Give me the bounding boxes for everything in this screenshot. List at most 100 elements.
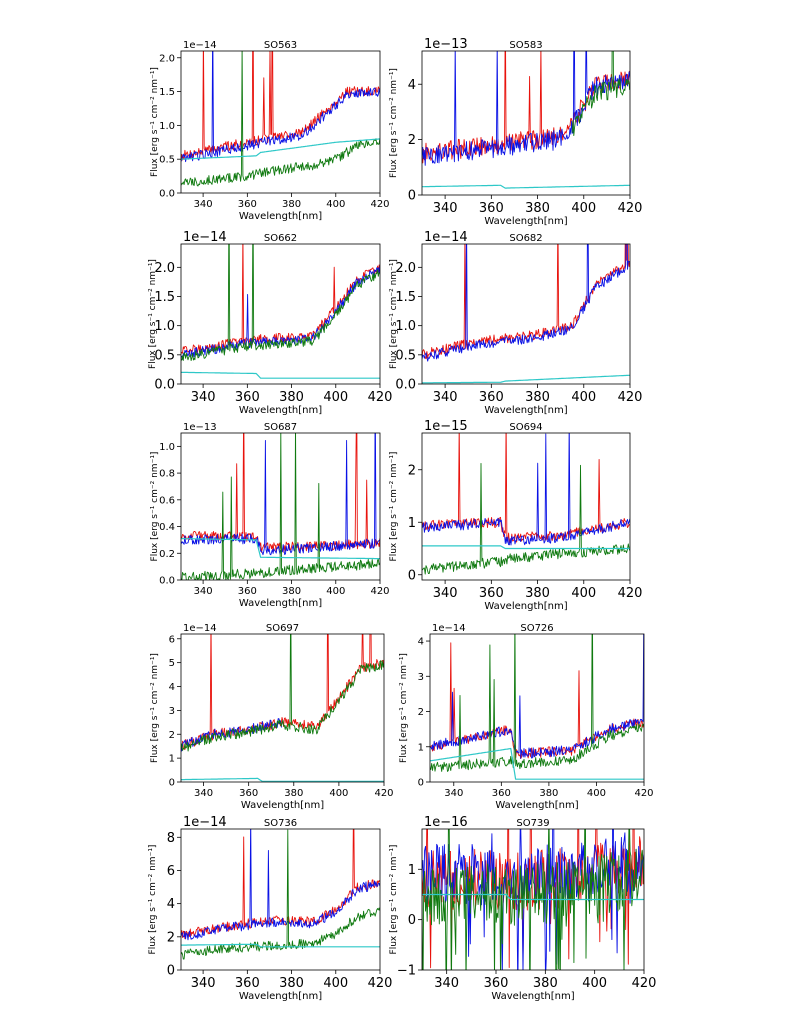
x-axis-label: Wavelength[nm] bbox=[484, 216, 567, 227]
plot-area bbox=[181, 244, 380, 379]
x-tick-label: 400 bbox=[326, 199, 345, 210]
axes-frame bbox=[180, 243, 381, 385]
x-tick-label: 340 bbox=[433, 201, 458, 216]
series-green bbox=[571, 51, 630, 137]
y-tick-label: 2 bbox=[408, 133, 416, 148]
axis-exponent: 1e−13 bbox=[424, 37, 468, 52]
x-axis-label: Wavelength[nm] bbox=[241, 800, 324, 811]
plot-area bbox=[422, 244, 630, 384]
y-tick-label: 2.0 bbox=[395, 261, 416, 276]
y-tick-label: 0 bbox=[418, 778, 424, 789]
axis-exponent: 1e−14 bbox=[183, 815, 227, 830]
y-tick-label: 3 bbox=[418, 672, 424, 683]
plot-area bbox=[422, 51, 630, 189]
panel-title: SO694 bbox=[509, 422, 542, 433]
series-blue bbox=[181, 265, 380, 360]
x-axis-label: Wavelength[nm] bbox=[484, 405, 567, 416]
series-cyan bbox=[181, 138, 380, 160]
y-tick-label: 1 bbox=[408, 516, 416, 531]
x-tick-label: 340 bbox=[194, 199, 213, 210]
y-tick-label: 0.0 bbox=[159, 576, 175, 587]
y-tick-label: 1 bbox=[169, 754, 175, 765]
plot-area bbox=[181, 829, 380, 960]
series-green bbox=[430, 634, 644, 772]
x-tick-label: 360 bbox=[479, 390, 504, 405]
y-tick-label: 2 bbox=[169, 730, 175, 741]
spectrum-panel-so694: 340 360 380 400 420 0 1 2 1e−15 SO694 Wavelength[n… bbox=[389, 419, 643, 612]
y-tick-label: 1.0 bbox=[159, 121, 175, 132]
series-red bbox=[181, 829, 380, 940]
axes-frame bbox=[421, 243, 631, 385]
y-tick-label: −1 bbox=[397, 964, 416, 979]
x-tick-label: 420 bbox=[370, 199, 389, 210]
x-tick-label: 400 bbox=[571, 201, 596, 216]
plot-area bbox=[181, 51, 380, 187]
y-tick-label: 4 bbox=[418, 637, 424, 648]
y-axis-label: Flux [erg s⁻¹ cm⁻² nm⁻¹] bbox=[389, 452, 399, 562]
y-tick-label: 0.4 bbox=[159, 522, 175, 533]
panel-title: SO726 bbox=[520, 623, 553, 634]
y-tick-label: 2 bbox=[418, 707, 424, 718]
axis-exponent: 1e−14 bbox=[432, 623, 466, 634]
axis-exponent: 1e−14 bbox=[424, 230, 468, 245]
axes-frame bbox=[421, 50, 631, 196]
y-tick-label: 0.5 bbox=[159, 155, 175, 166]
x-tick-label: 380 bbox=[284, 788, 303, 799]
axes-frame bbox=[180, 50, 381, 194]
x-tick-label: 380 bbox=[525, 201, 550, 216]
panel-title: SO736 bbox=[264, 818, 297, 829]
y-tick-label: 0 bbox=[408, 913, 416, 928]
x-tick-label: 340 bbox=[194, 788, 213, 799]
y-tick-label: 0 bbox=[169, 778, 175, 789]
x-tick-label: 360 bbox=[235, 976, 260, 991]
spectrum-panel-so563: 340 360 380 400 420 0.0 0.5 1.0 1.5 2.0 1e−14 SO563… bbox=[150, 40, 390, 222]
spectrum-panel-so682: 340 360 380 400 420 0.0 0.5 1.0 1.5 2.0 1e−14 SO682… bbox=[389, 230, 643, 416]
y-tick-label: 4 bbox=[169, 682, 175, 693]
series-green bbox=[181, 829, 380, 960]
x-tick-label: 360 bbox=[238, 586, 257, 597]
x-tick-label: 340 bbox=[433, 586, 458, 601]
series-green bbox=[181, 634, 384, 752]
y-tick-label: 1.5 bbox=[159, 87, 175, 98]
x-axis-label: Wavelength[nm] bbox=[495, 800, 578, 811]
x-tick-label: 420 bbox=[618, 390, 643, 405]
x-tick-label: 420 bbox=[368, 390, 393, 405]
y-tick-label: 0.6 bbox=[159, 495, 175, 506]
y-tick-label: 2.0 bbox=[159, 53, 175, 64]
y-tick-label: 0.5 bbox=[154, 348, 175, 363]
spectrum-panel-so697: 340 360 380 400 420 0 1 2 3 4 5 6 1e−14 SO697 Waveleng… bbox=[150, 623, 394, 811]
panel-title: SO662 bbox=[264, 233, 297, 244]
x-tick-label: 360 bbox=[479, 586, 504, 601]
x-tick-label: 340 bbox=[434, 976, 459, 991]
x-tick-label: 400 bbox=[571, 586, 596, 601]
x-tick-label: 380 bbox=[282, 199, 301, 210]
axis-exponent: 1e−14 bbox=[183, 230, 227, 245]
y-tick-label: 0 bbox=[408, 568, 416, 583]
x-tick-label: 340 bbox=[194, 586, 213, 597]
y-tick-label: 0 bbox=[167, 964, 175, 979]
series-green bbox=[422, 829, 644, 970]
y-tick-label: 2 bbox=[408, 463, 416, 478]
series-cyan bbox=[422, 893, 644, 901]
series-green bbox=[181, 244, 380, 362]
x-axis-label: Wavelength[nm] bbox=[239, 991, 322, 1002]
x-tick-label: 400 bbox=[571, 390, 596, 405]
panel-title: SO687 bbox=[264, 422, 297, 433]
series-green bbox=[181, 433, 380, 580]
y-axis-label: Flux [erg s⁻¹ cm⁻² nm⁻¹] bbox=[389, 68, 399, 178]
y-axis-label: Flux [erg s⁻¹ cm⁻² nm⁻¹] bbox=[148, 845, 158, 955]
x-tick-label: 400 bbox=[323, 390, 348, 405]
series-blue bbox=[181, 51, 380, 163]
y-tick-label: 5 bbox=[169, 658, 175, 669]
panel-title: SO697 bbox=[266, 623, 299, 634]
axes-frame bbox=[429, 633, 645, 783]
spectrum-panel-so739: 340 360 380 400 420 −1 0 1 1e−16 SO739 Wavelength[… bbox=[389, 815, 656, 1002]
y-tick-label: 0.8 bbox=[159, 469, 175, 480]
y-tick-label: 8 bbox=[167, 831, 175, 846]
y-tick-label: 2 bbox=[167, 930, 175, 945]
plot-area bbox=[181, 634, 384, 782]
x-tick-label: 420 bbox=[618, 586, 643, 601]
y-tick-label: 0.5 bbox=[395, 348, 416, 363]
spectrum-panel-so687: 340 360 380 400 420 0.0 0.2 0.4 0.6 0.8 1.0 1e−13 SO… bbox=[150, 422, 390, 609]
